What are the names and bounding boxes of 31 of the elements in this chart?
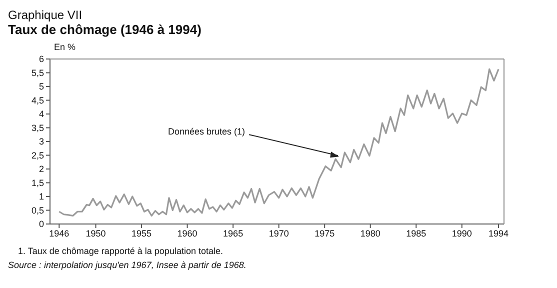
x-tick-label: 1965 [223, 228, 244, 238]
line-series [58, 68, 500, 217]
x-tick-label: 1955 [132, 228, 152, 238]
x-tick-label: 1994 [488, 228, 509, 238]
y-tick-label: 1,5 [31, 178, 44, 188]
x-tick-label: 1946 [49, 228, 70, 238]
y-tick-label: 5 [38, 82, 44, 92]
chart-subtitle: Graphique VII [8, 8, 84, 22]
y-tick-label: 4 [38, 109, 44, 120]
annotation: Données brutes (1) [168, 126, 246, 137]
x-tick-label: 1970 [268, 228, 289, 238]
text: 1. Taux de chômage rapporté à la population totale. [18, 246, 224, 256]
x-tick-label: 1960 [177, 228, 198, 238]
y-axis-title: En % [54, 42, 76, 52]
x-tick-label: 1990 [452, 228, 472, 238]
x-tick-label: 1985 [406, 228, 426, 238]
y-tick-label: 0 [38, 219, 44, 230]
y-tick-label: 1 [38, 192, 44, 202]
y-tick-label: 4,5 [31, 95, 44, 106]
chart-title: Taux de chômage (1946 à 1994) [8, 22, 202, 38]
y-tick-label: 0,5 [31, 205, 44, 216]
y-tick-label: 2 [38, 164, 44, 174]
y-tick-label: 3 [38, 136, 44, 147]
y-tick-label: 2,5 [31, 150, 44, 160]
x-tick-label: 1980 [360, 228, 380, 238]
y-tick-label: 6 [38, 54, 44, 64]
x-tick-label: 1950 [86, 228, 106, 238]
y-tick-label: 5,5 [31, 68, 44, 78]
x-tick-label: 1975 [314, 228, 335, 238]
y-tick-label: 3,5 [31, 122, 44, 133]
source-note: Source : interpolation jusqu'en 1967, Insee à partir de 1968. [8, 260, 248, 270]
